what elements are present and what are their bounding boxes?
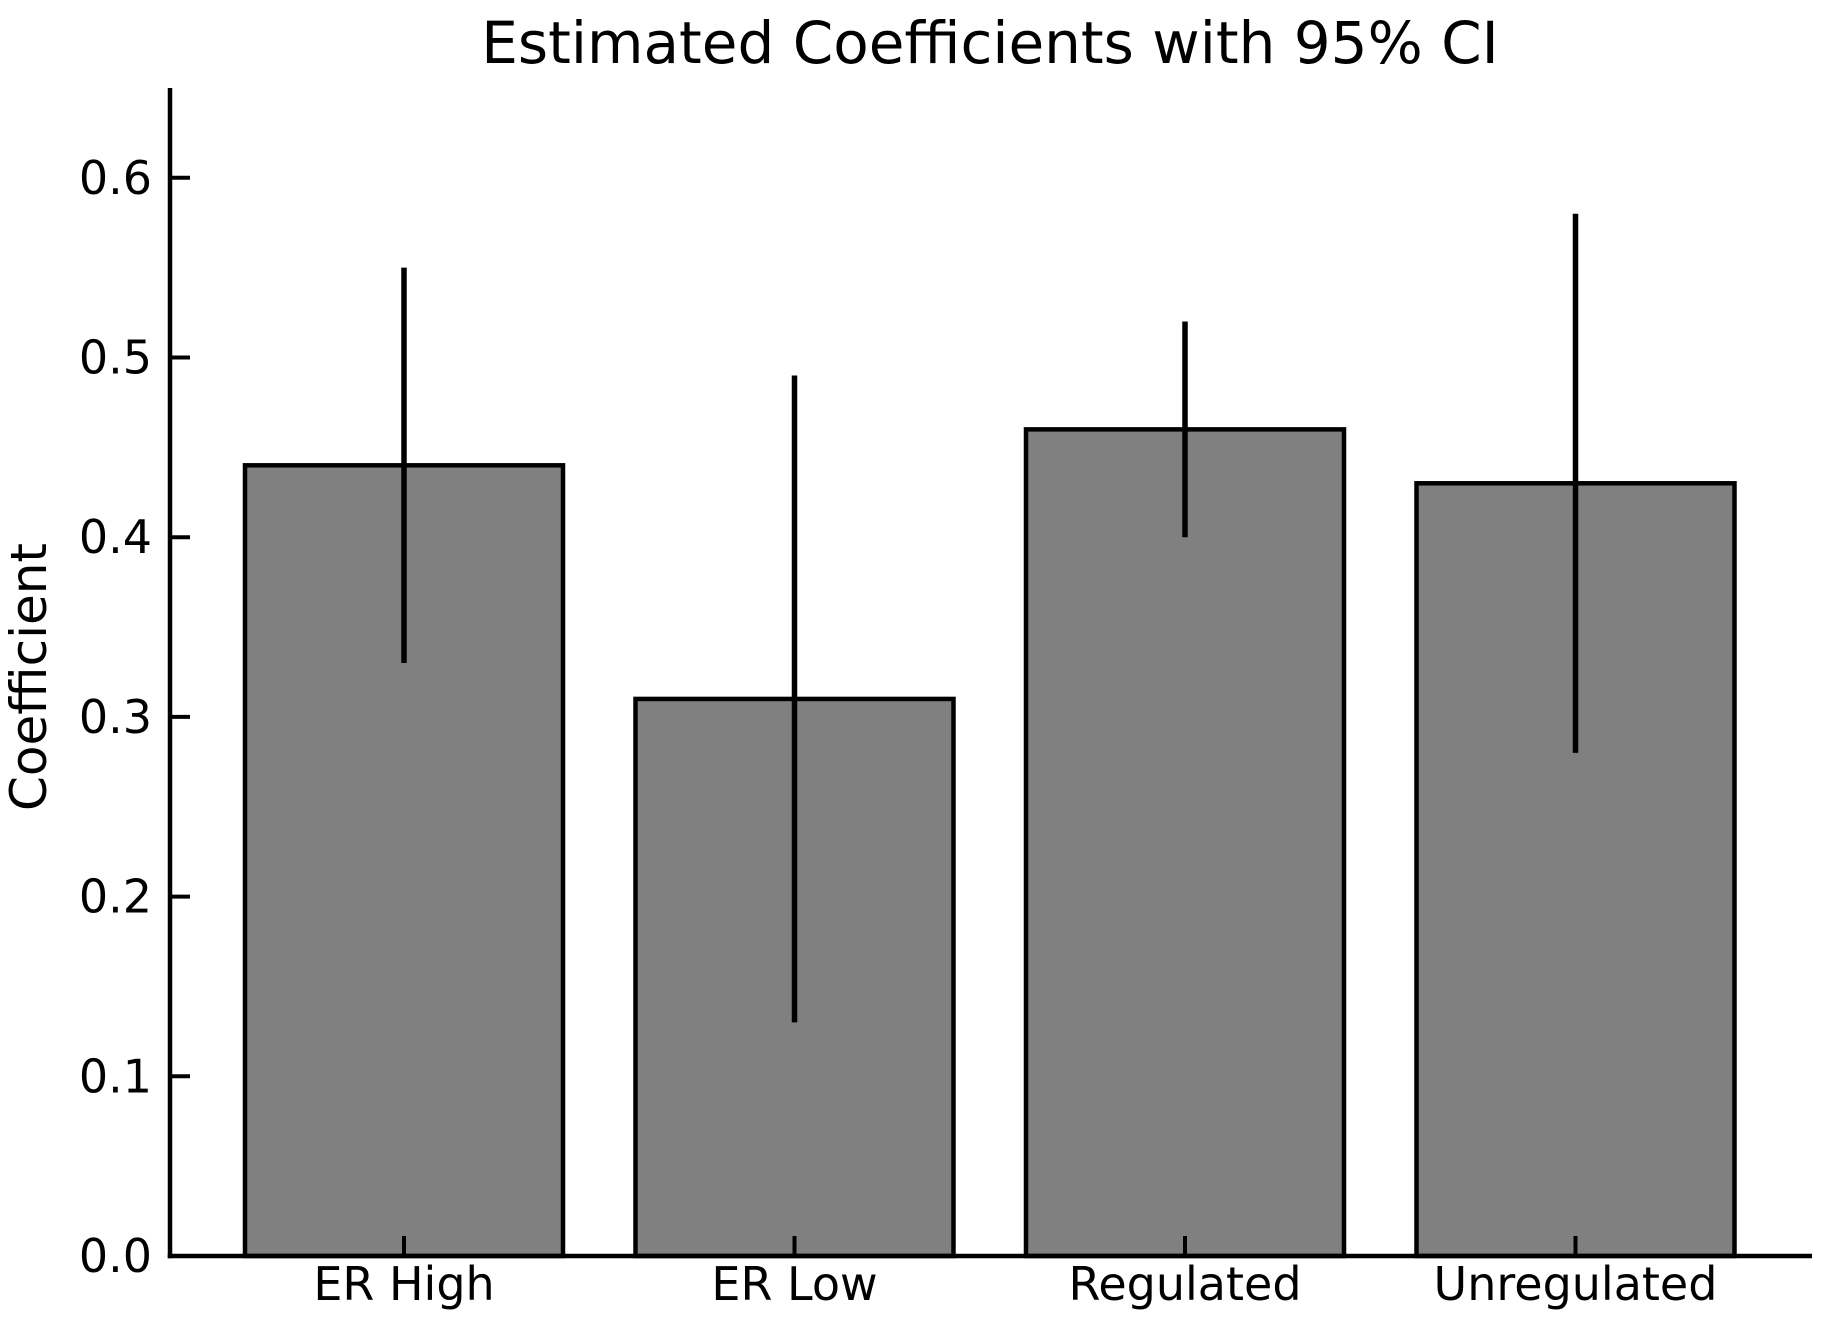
y-tick-label-0.3: 0.3	[79, 690, 152, 744]
chart-title: Estimated Coefficients with 95% CI	[481, 9, 1498, 77]
y-tick-label-0.2: 0.2	[79, 870, 152, 924]
y-axis-label: Coefficient	[0, 543, 58, 811]
error-bars-layer	[401, 213, 1579, 1023]
x-tick-label-er-low: ER Low	[711, 1257, 877, 1311]
y-tick-label-0.5: 0.5	[79, 331, 152, 385]
bar-regulated	[1023, 427, 1347, 1259]
y-tick-label-0.4: 0.4	[79, 510, 152, 564]
y-tick-label-0.6: 0.6	[79, 151, 152, 205]
axes-layer: 0.0 0.1 0.2 0.3 0.4 0.5 0.6 ER High ER Low Regula…	[79, 88, 1812, 1311]
x-tick-label-er-high: ER High	[313, 1257, 494, 1311]
bars-layer	[242, 427, 1737, 1259]
y-tick-label-0.0: 0.0	[79, 1229, 152, 1283]
y-tick-label-0.1: 0.1	[79, 1049, 152, 1103]
x-tick-label-regulated: Regulated	[1068, 1257, 1301, 1311]
x-tick-label-unregulated: Unregulated	[1434, 1257, 1718, 1311]
